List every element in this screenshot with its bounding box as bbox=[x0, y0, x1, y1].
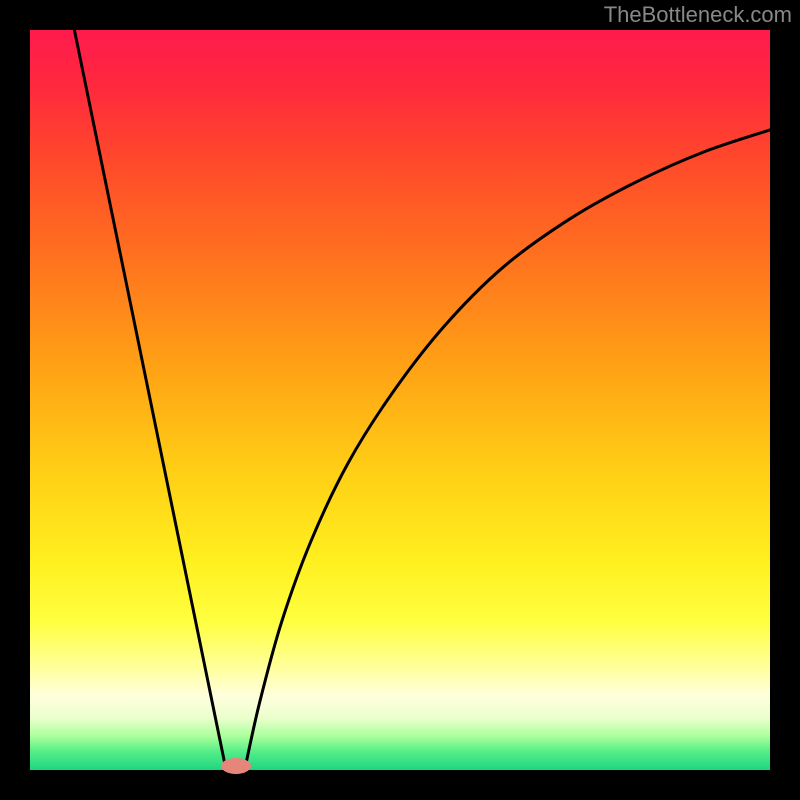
trough-marker bbox=[221, 758, 251, 774]
curve-layer bbox=[30, 30, 770, 770]
plot-area bbox=[30, 30, 770, 770]
bottleneck-chart: TheBottleneck.com bbox=[0, 0, 800, 800]
curve-left-branch bbox=[74, 30, 226, 770]
curve-right-branch bbox=[245, 130, 770, 770]
watermark-text: TheBottleneck.com bbox=[604, 2, 792, 28]
